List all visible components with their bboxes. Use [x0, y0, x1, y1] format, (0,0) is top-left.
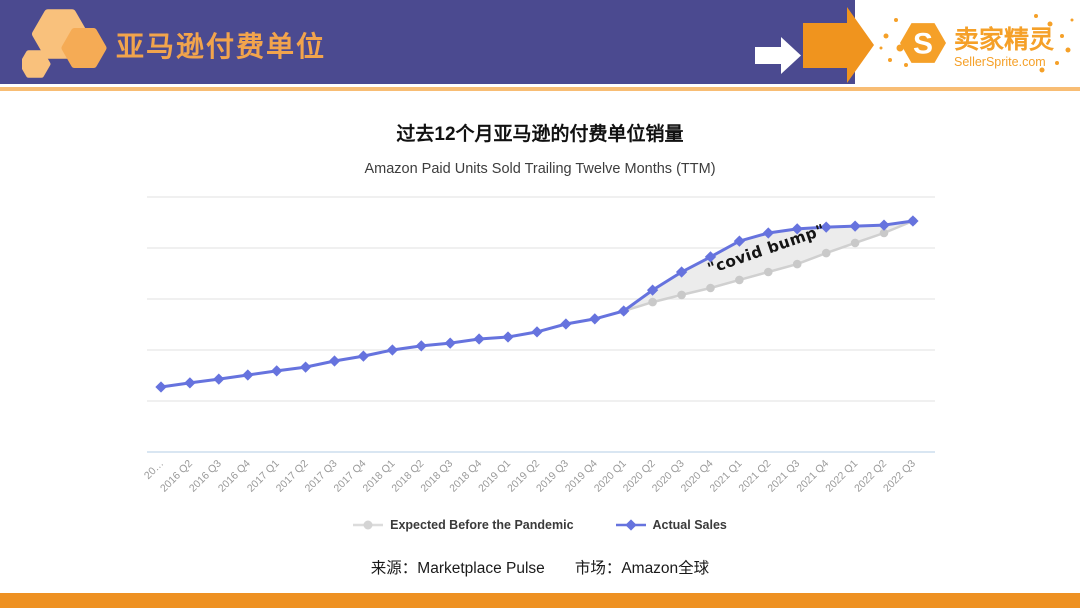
header-title: 亚马逊付费单位 — [116, 31, 327, 62]
hexagon-logo-icon — [22, 9, 107, 78]
source-label: 来源：Marketplace Pulse — [370, 560, 545, 577]
market-label: 市场：Amazon全球 — [574, 560, 710, 577]
sellersprite-hexagon-icon — [900, 23, 946, 63]
header-divider — [0, 87, 1080, 91]
chart-legend: Expected Before the Pandemic Actual Sale… — [0, 518, 1080, 532]
legend-marker-circle-icon — [353, 520, 384, 530]
forward-arrows-icon — [755, 7, 874, 83]
source-row: 来源：Marketplace Pulse 市场：Amazon全球 — [0, 556, 1080, 578]
header-bar: 亚马逊付费单位 — [0, 0, 874, 84]
sparkle-dots-icon — [879, 14, 1074, 73]
brand-logo: S 卖家精灵 SellerSprite.com — [879, 14, 1074, 73]
svg-text:2022 Q3: 2022 Q3 — [881, 458, 918, 495]
slide-title: 过去12个月亚马逊的付费单位销量 — [396, 124, 684, 145]
legend-label-expected: Expected Before the Pandemic — [390, 518, 574, 532]
legend-item-actual: Actual Sales — [615, 518, 727, 532]
legend-item-expected: Expected Before the Pandemic — [353, 518, 574, 532]
legend-label-actual: Actual Sales — [652, 518, 727, 532]
legend-marker-diamond-icon — [615, 519, 646, 531]
svg-text:20…: 20… — [142, 458, 166, 482]
footer-bar — [0, 593, 1080, 608]
sellersprite-s-icon: S — [913, 28, 933, 61]
chart-title: Amazon Paid Units Sold Trailing Twelve M… — [364, 161, 716, 177]
brand-name-cn: 卖家精灵 — [954, 25, 1054, 54]
brand-name-en: SellerSprite.com — [954, 55, 1046, 69]
